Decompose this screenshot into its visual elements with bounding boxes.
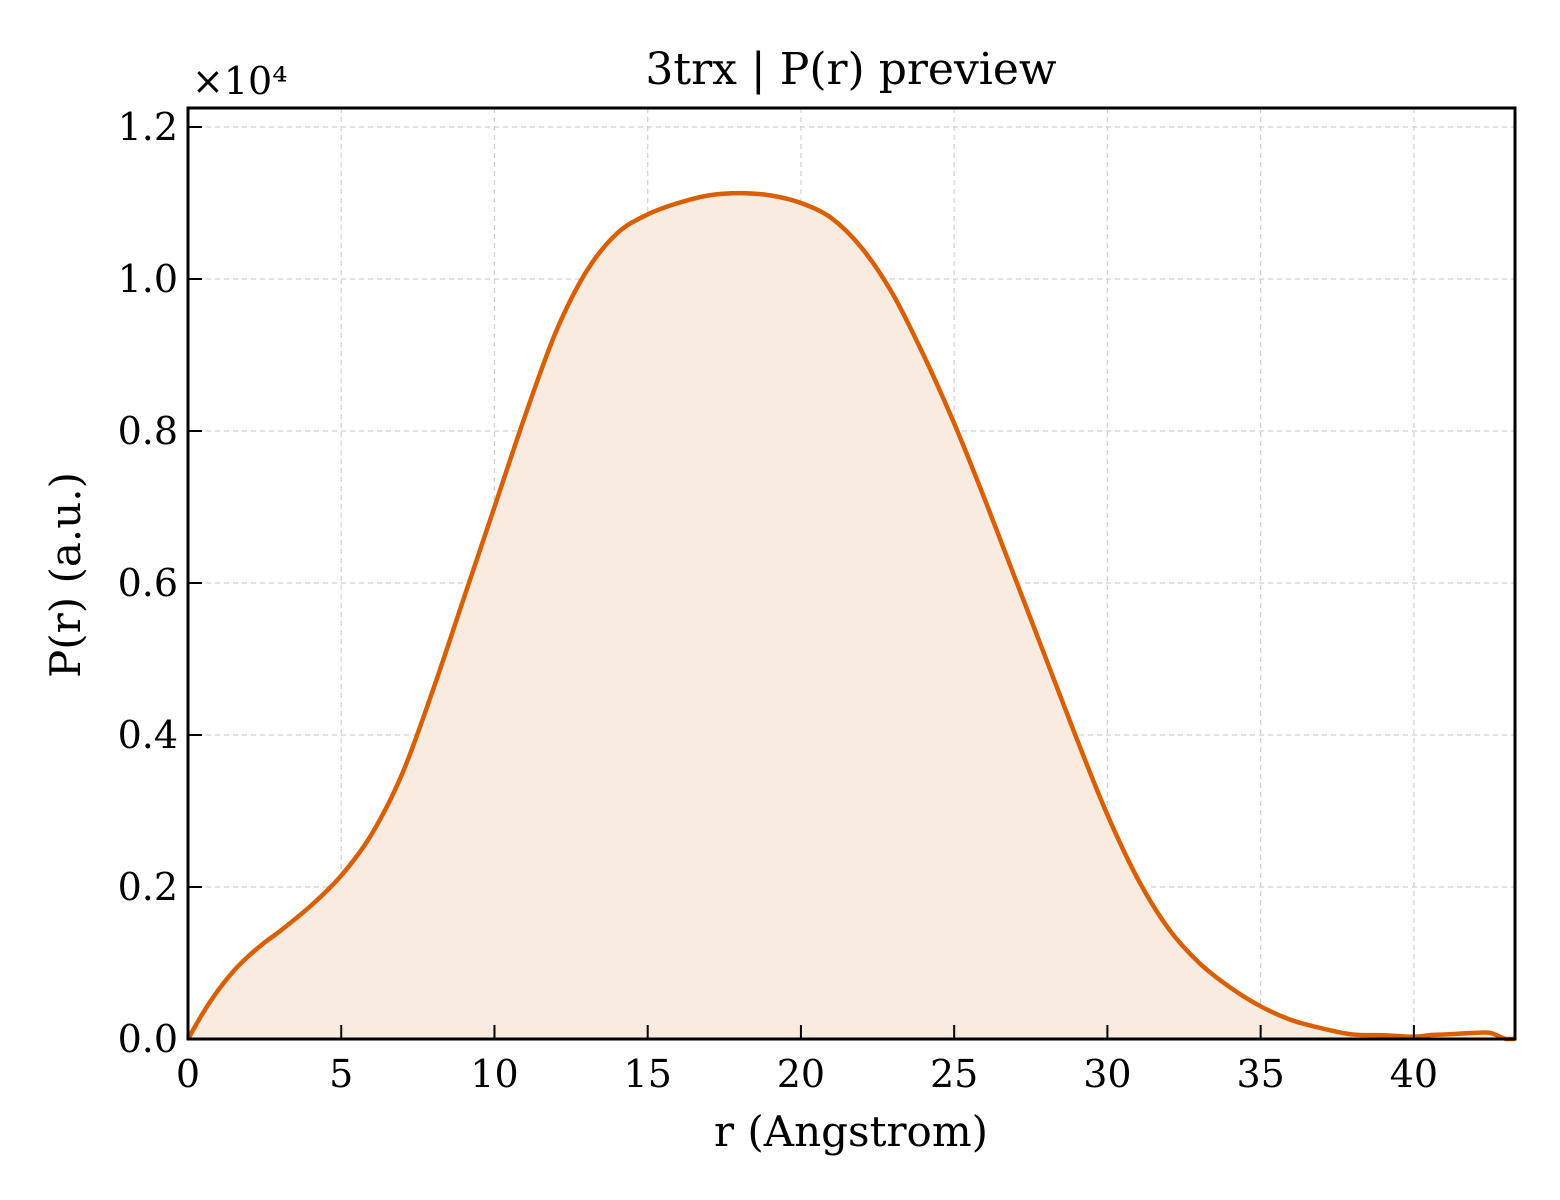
pr-area-fill <box>188 193 1515 1039</box>
y-tick-label: 0.4 <box>118 713 178 757</box>
y-multiplier-label: ×10⁴ <box>192 59 287 103</box>
x-tick-label: 35 <box>1236 1052 1284 1096</box>
x-axis-label: r (Angstrom) <box>714 1107 988 1156</box>
x-tick-label: 30 <box>1083 1052 1131 1096</box>
x-tick-label: 5 <box>329 1052 353 1096</box>
x-tick-label: 20 <box>777 1052 825 1096</box>
tick-marks <box>187 126 1415 1040</box>
y-tick-label: 0.6 <box>118 561 178 605</box>
y-tick-label: 0.0 <box>118 1017 178 1061</box>
y-tick-labels: 0.0 0.2 0.4 0.6 0.8 1.0 1.2 <box>118 105 178 1061</box>
x-tick-label: 10 <box>470 1052 518 1096</box>
plot-frame <box>186 106 1517 1041</box>
y-tick-label: 0.2 <box>118 865 178 909</box>
pr-line <box>186 190 1515 1042</box>
x-tick-labels: 0 5 10 15 20 25 30 35 40 <box>176 1052 1438 1096</box>
x-tick-label: 0 <box>176 1052 200 1096</box>
y-tick-label: 1.0 <box>118 257 178 301</box>
chart-title: 3trx | P(r) preview <box>645 44 1056 95</box>
y-tick-label: 1.2 <box>118 105 178 149</box>
y-axis-label: P(r) (a.u.) <box>41 472 90 678</box>
x-tick-label: 15 <box>624 1052 672 1096</box>
y-tick-label: 0.8 <box>118 409 178 453</box>
x-tick-label: 40 <box>1390 1052 1438 1096</box>
x-tick-label: 25 <box>930 1052 978 1096</box>
